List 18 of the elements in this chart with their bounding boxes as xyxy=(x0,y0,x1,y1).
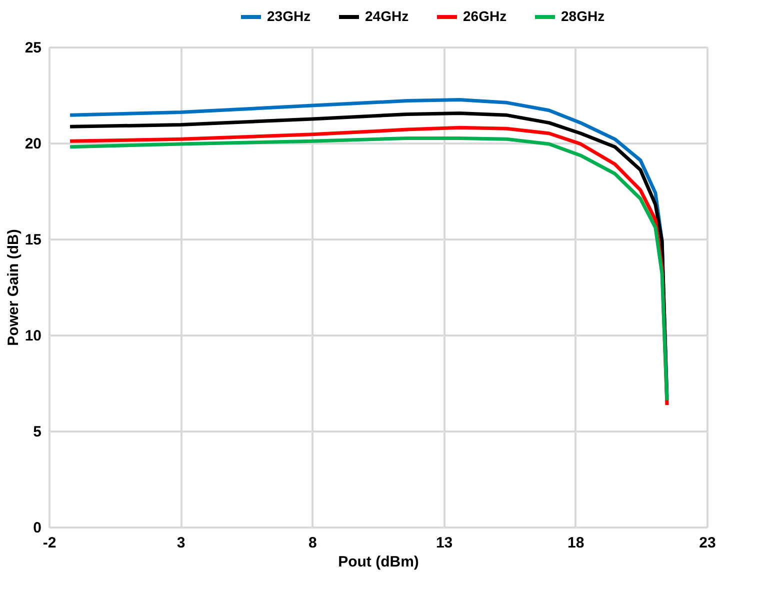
x-tick-label: -2 xyxy=(42,534,56,552)
x-tick-label: 18 xyxy=(568,534,584,552)
y-tick-label: 0 xyxy=(33,520,42,536)
y-tick-label: 15 xyxy=(24,232,42,248)
x-tick-label: 13 xyxy=(436,534,453,552)
y-tick-label: 10 xyxy=(24,328,42,344)
legend-label: 23GHz xyxy=(267,8,311,24)
x-axis-title: Pout (dBm) xyxy=(338,554,419,570)
legend-label: 24GHz xyxy=(365,8,409,24)
y-axis-title: Power Gain (dB) xyxy=(4,229,22,346)
y-tick-label: 5 xyxy=(33,424,42,440)
x-tick-label: 8 xyxy=(308,534,317,552)
y-tick-label: 25 xyxy=(24,40,42,56)
legend-label: 28GHz xyxy=(561,8,605,24)
x-tick-label: 3 xyxy=(176,534,186,552)
y-tick-label: 20 xyxy=(24,136,42,152)
legend-label: 26GHz xyxy=(463,8,507,24)
x-tick-label: 23 xyxy=(699,534,716,552)
